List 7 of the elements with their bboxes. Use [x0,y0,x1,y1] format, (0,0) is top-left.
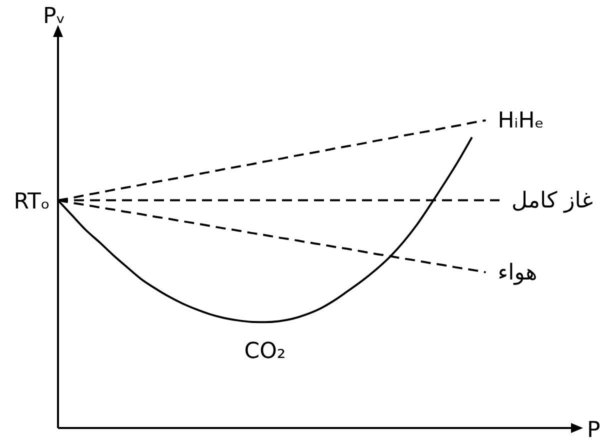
x-axis-title: P [587,418,600,440]
series-label: CO₂ [244,339,286,364]
y-axis-title: Pᵥ [43,4,66,29]
text: RTₒ [14,189,50,214]
series-label: HᵢHₑ [498,108,544,134]
series-label: غاز كامل [512,188,594,214]
series-label: هواء [498,260,538,286]
